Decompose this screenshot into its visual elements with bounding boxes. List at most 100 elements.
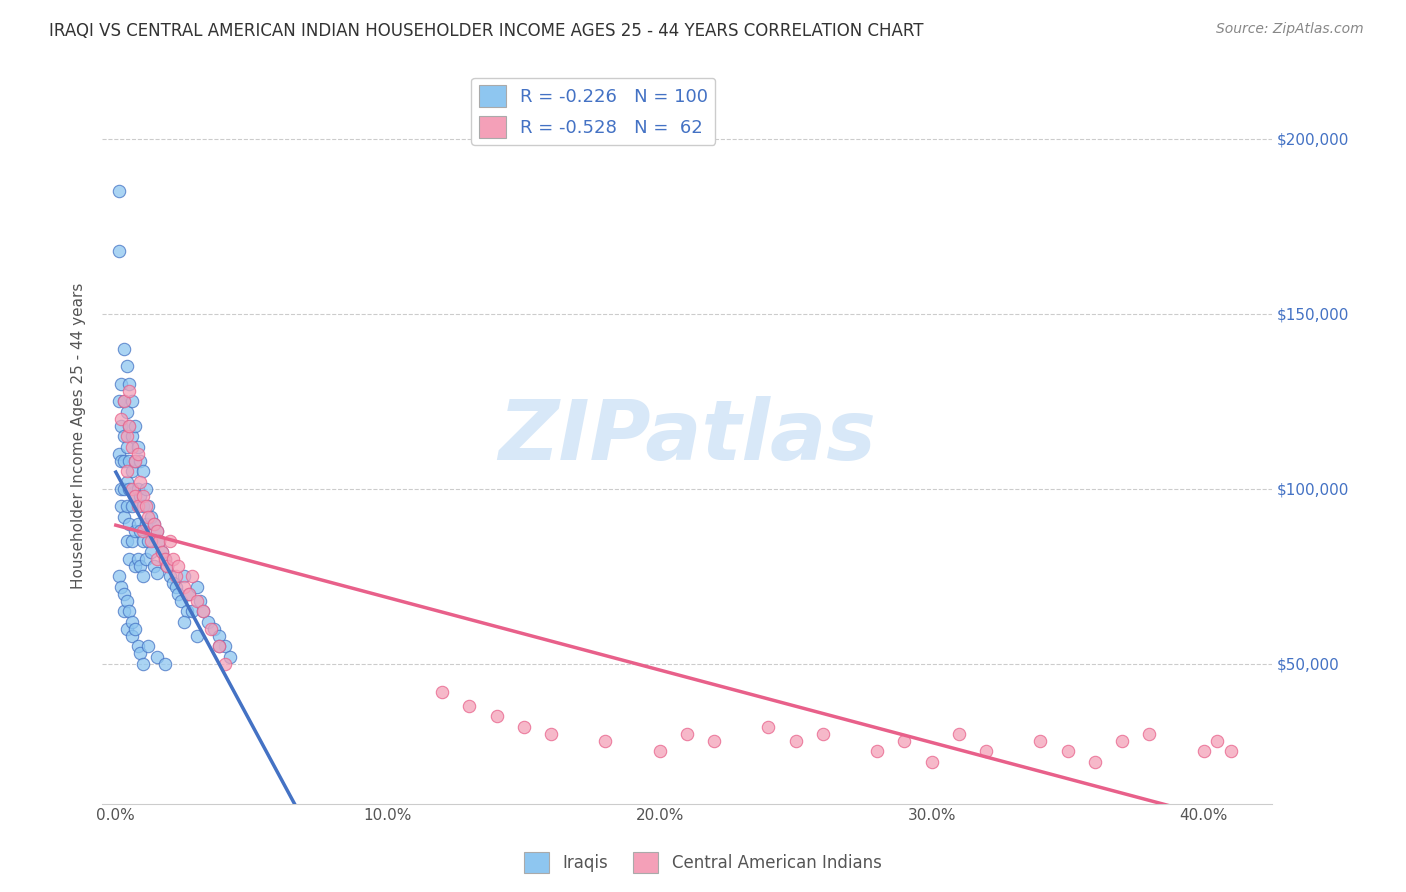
Point (121, 482, 143, 496)
Point (118, 516, 141, 531)
Point (138, 499, 160, 513)
Point (167, 558, 190, 573)
Text: IRAQI VS CENTRAL AMERICAN INDIAN HOUSEHOLDER INCOME AGES 25 - 44 YEARS CORRELATI: IRAQI VS CENTRAL AMERICAN INDIAN HOUSEHO… (49, 22, 924, 40)
Point (135, 516, 157, 531)
Point (208, 639, 231, 653)
Point (186, 580, 208, 594)
Point (866, 744, 889, 758)
Point (132, 489, 155, 503)
Point (129, 524, 152, 538)
Point (197, 615, 219, 629)
Point (127, 551, 149, 566)
Point (115, 534, 138, 549)
Point (159, 569, 181, 583)
Point (115, 359, 138, 373)
Point (129, 646, 152, 660)
Point (110, 411, 132, 425)
Point (132, 534, 155, 549)
Point (132, 569, 155, 583)
Point (145, 524, 167, 538)
Point (208, 629, 231, 643)
Point (1137, 726, 1160, 740)
Point (162, 576, 184, 591)
Point (110, 376, 132, 391)
Point (703, 733, 725, 747)
Point (1192, 744, 1215, 758)
Point (129, 453, 152, 467)
Point (107, 244, 129, 258)
Point (948, 726, 970, 740)
Point (176, 604, 198, 618)
Point (148, 534, 170, 549)
Point (127, 639, 149, 653)
Y-axis label: Householder Income Ages 25 - 44 years: Householder Income Ages 25 - 44 years (72, 283, 86, 590)
Point (974, 744, 997, 758)
Point (921, 755, 943, 769)
Point (129, 558, 152, 573)
Point (112, 429, 135, 443)
Point (129, 489, 152, 503)
Point (110, 482, 132, 496)
Point (115, 429, 138, 443)
Point (132, 464, 155, 478)
Point (115, 475, 138, 489)
Point (112, 586, 135, 600)
Point (127, 516, 149, 531)
Point (107, 569, 129, 583)
Point (118, 376, 141, 391)
Point (159, 534, 181, 549)
Point (458, 698, 481, 713)
Point (135, 551, 157, 566)
Point (124, 558, 146, 573)
Point (430, 684, 453, 698)
Text: Source: ZipAtlas.com: Source: ZipAtlas.com (1216, 22, 1364, 37)
Point (1029, 733, 1052, 747)
Point (127, 482, 149, 496)
Point (112, 342, 135, 356)
Point (202, 622, 225, 636)
Point (124, 489, 146, 503)
Point (186, 593, 208, 607)
Point (179, 586, 201, 600)
Point (121, 394, 143, 409)
Point (893, 733, 915, 747)
Point (153, 657, 176, 671)
Point (115, 464, 138, 478)
Point (129, 475, 152, 489)
Point (214, 639, 236, 653)
Point (121, 429, 143, 443)
Point (118, 482, 141, 496)
Point (121, 440, 143, 454)
Text: ZIPatlas: ZIPatlas (498, 395, 876, 476)
Point (167, 586, 190, 600)
Point (118, 418, 141, 433)
Point (127, 446, 149, 460)
Point (127, 499, 149, 513)
Point (165, 580, 187, 594)
Point (107, 394, 129, 409)
Point (115, 622, 138, 636)
Point (112, 509, 135, 524)
Point (142, 516, 165, 531)
Point (162, 551, 184, 566)
Point (512, 720, 534, 734)
Point (145, 566, 167, 580)
Point (124, 418, 146, 433)
Point (191, 604, 214, 618)
Point (214, 657, 236, 671)
Point (156, 558, 179, 573)
Point (115, 440, 138, 454)
Point (138, 509, 160, 524)
Point (110, 453, 132, 467)
Point (141, 509, 163, 524)
Point (142, 516, 165, 531)
Point (124, 524, 146, 538)
Point (1084, 755, 1107, 769)
Point (112, 453, 135, 467)
Point (811, 726, 834, 740)
Point (188, 593, 211, 607)
Point (153, 551, 176, 566)
Point (121, 629, 143, 643)
Point (107, 446, 129, 460)
Point (1111, 733, 1133, 747)
